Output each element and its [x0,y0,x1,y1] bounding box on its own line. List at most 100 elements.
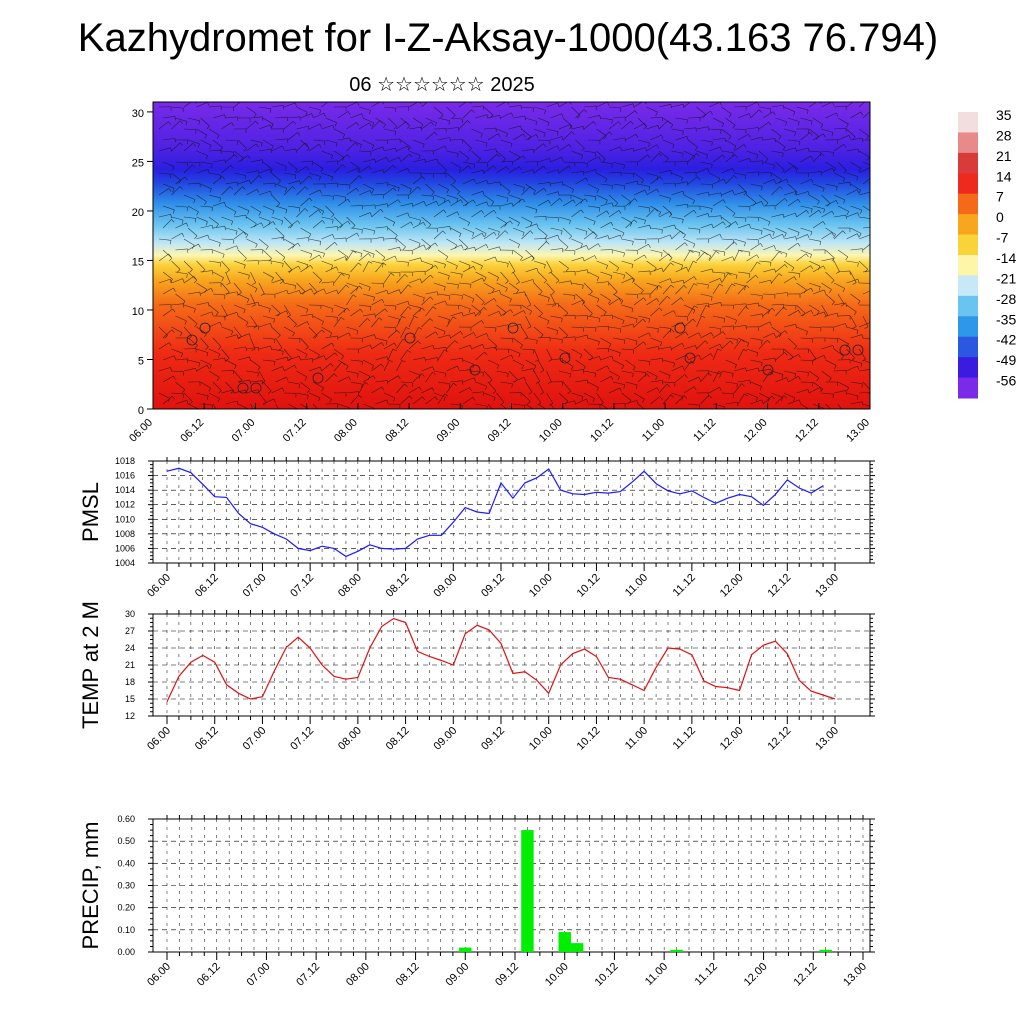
wind-barb [221,216,233,222]
wind-barb [671,297,682,306]
wind-barb [700,205,713,209]
wind-barb [312,112,325,119]
wind-barb-feather [631,264,634,269]
wind-barb-feather [685,331,689,336]
wind-barb [312,381,324,389]
wind-barb [550,227,563,231]
wind-barb [858,369,870,372]
wind-barb [450,244,462,251]
wind-barb-feather [786,179,789,183]
wind-barb [758,339,768,350]
wind-barb-feather [180,353,183,358]
wind-barb-feather [229,186,234,190]
wind-barb-feather [304,186,309,190]
wind-barb-feather [692,318,696,323]
wind-barb-feather [756,352,759,357]
y-tick-label: 0.40 [117,858,135,868]
wind-barb-feather [245,346,247,351]
wind-barb-feather [369,110,371,115]
wind-barb [471,210,482,218]
wind-barb-feather [486,180,489,185]
wind-barb-feather [728,272,732,276]
wind-barb [750,201,762,207]
wind-barb-feather [168,188,172,192]
wind-barb-feather [793,165,797,170]
wind-barb [421,260,433,266]
wind-barb-feather [595,196,597,201]
wind-barb [671,279,684,284]
wind-barb [375,290,388,295]
wind-barb [521,216,533,223]
wind-barb [437,199,449,207]
wind-barb [346,122,357,130]
wind-barb [425,372,433,383]
wind-barb-feather [368,261,373,264]
wind-barb-feather [171,219,175,223]
wind-barb [175,381,185,390]
wind-barb [787,198,799,207]
wind-barb [512,183,525,188]
wind-barb-feather [857,262,859,267]
wind-barb-feather [383,124,386,129]
wind-barb [233,186,243,196]
wind-barb [487,359,499,366]
wind-barb [300,381,311,390]
wind-barb [496,260,509,264]
wind-barb [346,232,358,240]
y-axis-label: PMSL [78,482,103,542]
wind-barb-feather [557,191,560,196]
wind-barb-feather [288,269,293,273]
wind-barb-feather [682,104,685,109]
wind-barb [558,102,569,108]
wind-barb-feather [536,340,538,345]
wind-barb [175,293,186,302]
wind-barb [408,278,421,284]
wind-barb-feather [489,379,493,383]
wind-barb [187,243,199,251]
wind-barb-feather [284,166,287,171]
x-tick-label: 10.00 [543,961,571,989]
wind-barb-feather [198,120,200,125]
wind-barb-feather [562,248,564,253]
wind-barb-feather [320,168,324,173]
wind-barb-feather [832,167,835,172]
wind-barb [425,183,435,193]
wind-barb [171,260,181,270]
wind-barb [425,265,436,273]
wind-barb [596,150,606,160]
wind-barb [708,251,717,262]
wind-barb [200,381,211,389]
wind-barb [158,342,170,350]
wind-barb-feather [485,386,487,391]
wind-barb-feather [624,185,626,190]
wind-barb [487,246,500,251]
wind-barb-feather [722,331,726,336]
wind-barb [800,265,811,273]
wind-barb [671,103,684,108]
wind-barb [400,381,413,383]
colorbar-label: 7 [996,189,1004,205]
wind-barb [425,200,437,207]
y-tick-label: 1004 [115,558,135,568]
wind-barb-feather [817,200,820,205]
wind-barb-feather [410,221,414,226]
wind-barb [700,293,713,297]
wind-barb-feather [270,169,272,174]
wind-barb-feather [257,366,261,371]
wind-barb-feather [846,387,849,392]
wind-barb-feather [172,209,175,214]
wind-barb [771,128,782,137]
wind-barb-feather [523,133,526,138]
wind-barb [433,172,447,174]
wind-barb [400,306,409,317]
wind-barb [225,116,238,119]
wind-barb [533,188,545,196]
wind-barb [846,102,854,108]
wind-barb-feather [203,201,207,206]
wind-barb [358,304,371,307]
wind-barb [375,182,388,185]
wind-barb [537,182,550,185]
wind-barb-feather [670,124,674,129]
wind-barb [487,311,500,317]
wind-barb [250,337,256,350]
